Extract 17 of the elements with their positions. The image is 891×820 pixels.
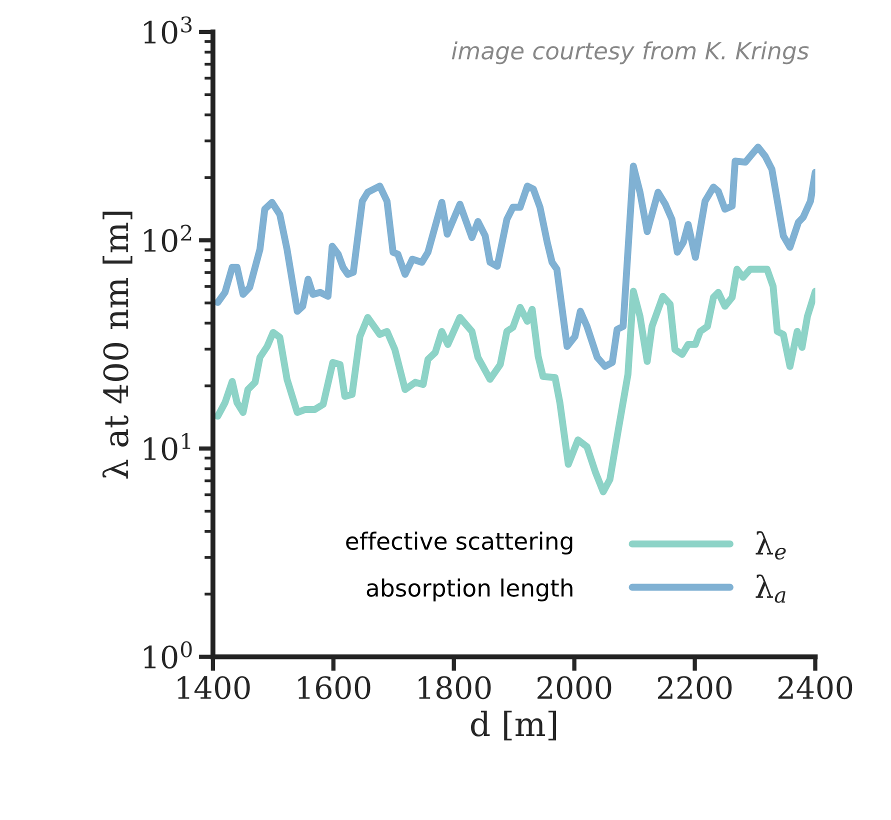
y-tick-label: 10$^{2}$ xyxy=(144,224,192,252)
y-tick-label: 10$^{3}$ xyxy=(144,16,192,44)
x-tick-label: 2000 xyxy=(538,676,612,700)
x-tick-label: 2200 xyxy=(658,676,732,700)
x-tick-label: 1600 xyxy=(298,676,370,700)
annotation: absorption length xyxy=(366,578,572,602)
legend-label: λ$_{a}$ xyxy=(756,574,786,603)
x-tick-label: 2400 xyxy=(778,676,852,700)
y-axis-title: λ at 400 nm [m] xyxy=(102,212,132,479)
y-tick-label: 10$^{1}$ xyxy=(144,432,190,460)
legend-label: λ$_{e}$ xyxy=(756,531,786,560)
annotation: image courtesy from K. Krings xyxy=(452,41,809,64)
y-tick-label: 10$^{0}$ xyxy=(144,641,192,669)
annotation: effective scattering xyxy=(346,532,572,555)
x-axis-title: d [m] xyxy=(470,710,556,740)
x-tick-label: 1800 xyxy=(418,676,491,700)
x-tick-label: 1400 xyxy=(178,676,250,700)
